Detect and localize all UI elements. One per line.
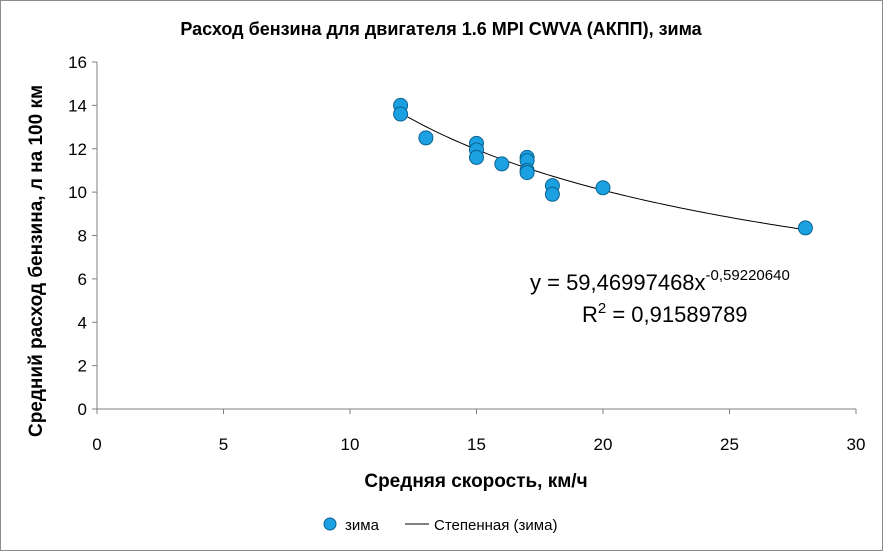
y-tick-label: 8 [78, 227, 87, 246]
data-point [418, 130, 434, 146]
r-squared-r: R [582, 302, 598, 327]
y-tick-label: 16 [68, 53, 87, 72]
r-squared-text: R2 = 0,91589789 [582, 300, 748, 327]
data-points [393, 97, 813, 236]
legend: зима Степенная (зима) [323, 517, 557, 534]
x-ticks: 0 5 10 15 20 25 30 [92, 409, 865, 454]
axes [96, 62, 856, 410]
data-point [797, 220, 813, 236]
y-tick-label: 0 [78, 400, 87, 419]
legend-marker-icon [323, 517, 337, 531]
x-tick-label: 15 [467, 435, 486, 454]
data-point [469, 149, 484, 165]
y-tick-label: 10 [68, 183, 87, 202]
legend-label-trendline: Степенная (зима) [434, 517, 557, 534]
x-tick-label: 25 [720, 435, 739, 454]
r-squared-value: = 0,91589789 [606, 302, 747, 327]
trendline-equation: y = 59,46997468x-0,59220640 R2 = 0,91589… [530, 267, 790, 327]
y-tick-label: 4 [78, 313, 87, 332]
data-point [595, 180, 611, 196]
y-tick-label: 2 [78, 357, 87, 376]
x-tick-label: 30 [847, 435, 866, 454]
r-squared-sup: 2 [598, 300, 606, 317]
y-axis-title: Средний расход бензина, л на 100 км [26, 85, 47, 437]
equation-exponent: -0,59220640 [706, 267, 790, 284]
chart-title: Расход бензина для двигателя 1.6 MPI CWV… [180, 19, 702, 39]
y-tick-label: 12 [68, 140, 87, 159]
equation-text: y = 59,46997468x-0,59220640 [530, 267, 790, 295]
data-point [519, 165, 535, 181]
data-point [544, 186, 560, 202]
x-axis-title: Средняя скорость, км/ч [364, 471, 587, 492]
y-tick-label: 6 [78, 270, 87, 289]
power-trendline [400, 112, 806, 231]
y-ticks: 0 2 4 6 8 10 12 14 16 [68, 53, 97, 419]
x-tick-label: 5 [219, 435, 228, 454]
legend-label-series: зима [345, 517, 380, 534]
y-tick-label: 14 [68, 96, 87, 115]
data-point [393, 106, 409, 122]
x-tick-label: 10 [341, 435, 360, 454]
x-tick-label: 20 [594, 435, 613, 454]
x-tick-label: 0 [92, 435, 101, 454]
equation-main: y = 59,46997468x [530, 270, 706, 295]
data-point [494, 156, 510, 172]
